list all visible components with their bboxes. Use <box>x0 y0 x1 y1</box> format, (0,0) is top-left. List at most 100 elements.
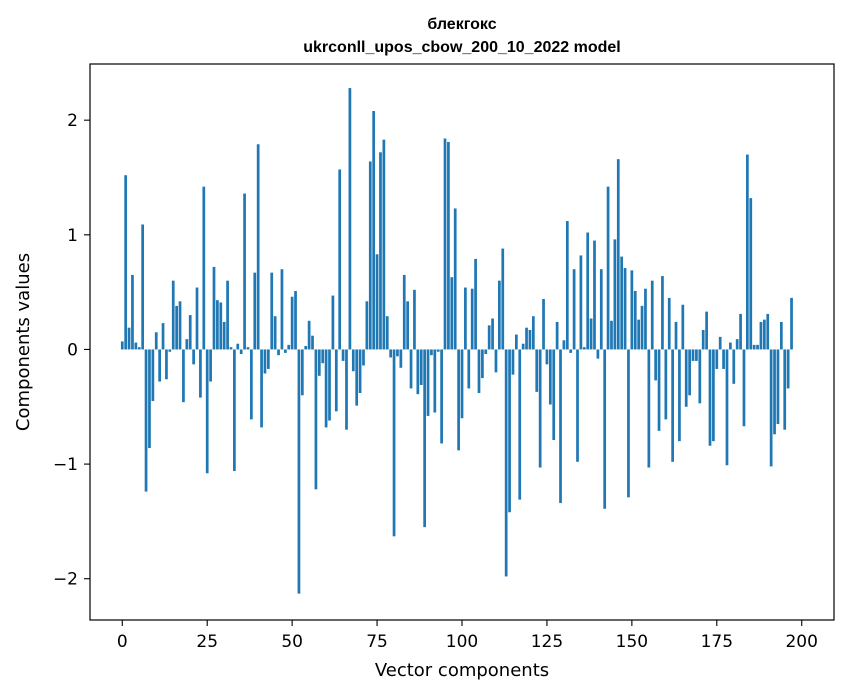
bar <box>701 329 705 350</box>
bar <box>640 305 644 350</box>
bar <box>324 349 328 428</box>
bar <box>779 321 783 350</box>
bar <box>328 349 331 421</box>
bar <box>644 288 647 350</box>
bar <box>569 349 573 353</box>
bar <box>531 316 535 350</box>
bar <box>579 255 583 350</box>
bar <box>348 88 352 350</box>
bar <box>752 344 756 350</box>
bar <box>239 349 243 355</box>
bar <box>552 349 556 441</box>
bar <box>565 221 569 350</box>
bar <box>430 349 433 356</box>
bar <box>620 256 624 350</box>
bar <box>287 344 291 350</box>
bar <box>137 347 141 350</box>
bar <box>718 336 722 350</box>
bar <box>647 349 651 468</box>
bar <box>504 349 508 577</box>
bar <box>776 349 780 424</box>
bar <box>154 332 158 350</box>
bar <box>586 232 590 350</box>
bar <box>433 349 437 413</box>
bar <box>790 297 793 350</box>
bar <box>443 138 447 350</box>
bar <box>423 349 426 528</box>
bar <box>582 347 586 350</box>
bar <box>528 329 532 350</box>
x-tick-label: 50 <box>281 632 303 652</box>
bar <box>212 266 216 350</box>
bar <box>426 349 430 416</box>
bar <box>158 349 162 382</box>
bar <box>708 349 712 446</box>
bar <box>321 349 325 364</box>
bar <box>593 240 596 350</box>
bar <box>236 343 240 350</box>
bar <box>739 313 742 350</box>
bar <box>229 347 233 350</box>
bar <box>253 272 257 350</box>
bar <box>311 335 314 350</box>
bar <box>762 319 766 350</box>
bar <box>599 269 603 350</box>
bar <box>498 280 501 350</box>
bar <box>148 349 151 449</box>
bar <box>266 349 270 369</box>
bar <box>630 270 634 350</box>
bar <box>691 349 695 361</box>
bar <box>589 318 593 350</box>
chart-subtitle: ukrconll_upos_cbow_200_10_2022 model <box>303 39 620 56</box>
bar <box>131 274 134 350</box>
bar <box>562 340 566 350</box>
bar <box>368 161 372 350</box>
bar <box>548 349 552 405</box>
bar <box>389 349 393 358</box>
bar <box>317 349 321 376</box>
bar <box>185 339 189 350</box>
bar <box>175 305 178 350</box>
bar <box>300 349 304 396</box>
bar <box>141 224 145 350</box>
bar <box>518 349 522 500</box>
bar <box>610 320 613 350</box>
bar <box>613 239 617 350</box>
bar <box>678 349 681 442</box>
bar <box>759 321 763 350</box>
y-tick-label: 0 <box>67 340 78 360</box>
bar <box>290 296 294 350</box>
bar <box>559 349 562 504</box>
bar <box>725 349 729 466</box>
bar <box>216 300 219 350</box>
bar <box>382 139 386 350</box>
bar <box>654 349 658 381</box>
bar <box>450 277 454 350</box>
bar <box>379 152 382 350</box>
y-axis-ticks: −2 −1 0 1 2 <box>53 111 90 590</box>
bar <box>786 349 790 389</box>
x-tick-label: 200 <box>785 632 817 652</box>
bar <box>542 299 545 350</box>
bar <box>742 349 746 427</box>
bar <box>616 159 620 350</box>
y-tick-label: −1 <box>53 455 78 475</box>
bar <box>195 287 199 350</box>
bar <box>729 342 732 350</box>
bar <box>127 327 131 350</box>
bar <box>375 254 379 350</box>
bar <box>572 269 576 350</box>
bar <box>627 349 630 498</box>
bar <box>307 320 311 350</box>
bar <box>688 349 691 396</box>
bar <box>732 349 736 384</box>
bar <box>783 349 787 430</box>
y-tick-label: 2 <box>67 111 78 131</box>
bar <box>661 276 664 350</box>
bar <box>735 339 739 350</box>
bar <box>606 186 610 350</box>
bar <box>756 344 759 350</box>
bar <box>277 349 280 356</box>
bar <box>494 349 498 373</box>
